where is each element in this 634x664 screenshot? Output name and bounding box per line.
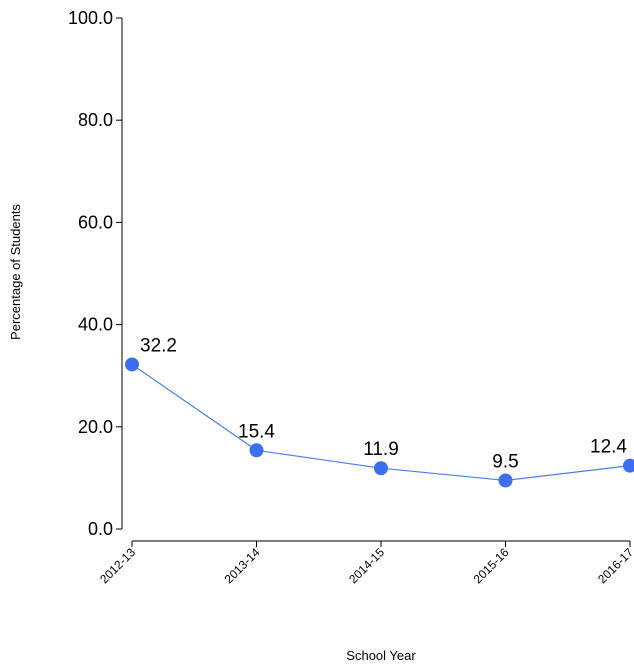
y-tick-label: 80.0 — [78, 110, 113, 130]
data-labels: 32.2 15.4 11.9 9.5 12.4 — [140, 335, 627, 472]
x-tick-label: 2015-16 — [471, 545, 512, 586]
x-tick-label: 2012-13 — [97, 545, 138, 586]
x-axis-title: School Year — [346, 648, 416, 663]
series-line — [125, 357, 634, 487]
data-label: 11.9 — [363, 439, 399, 460]
data-point — [374, 461, 388, 475]
data-point — [125, 357, 139, 371]
x-tick-label: 2016-17 — [595, 545, 634, 586]
data-label: 32.2 — [140, 335, 177, 356]
y-axis: 0.0 20.0 40.0 60.0 80.0 100.0 — [68, 8, 122, 539]
y-tick-label: 40.0 — [78, 315, 113, 335]
data-point — [499, 473, 513, 487]
y-tick-label: 0.0 — [88, 519, 113, 539]
y-tick-label: 20.0 — [78, 417, 113, 437]
x-axis: 2012-13 2013-14 2014-15 2015-16 2016-17 — [97, 541, 634, 586]
data-point — [623, 459, 634, 473]
x-tick-label: 2013-14 — [222, 545, 263, 586]
data-label: 9.5 — [492, 451, 518, 472]
x-tick-label: 2014-15 — [346, 545, 387, 586]
y-axis-title: Percentage of Students — [8, 204, 23, 340]
y-tick-label: 60.0 — [78, 212, 113, 232]
data-point — [250, 443, 264, 457]
y-tick-label: 100.0 — [68, 8, 113, 28]
data-label: 15.4 — [238, 421, 275, 442]
data-label: 12.4 — [590, 437, 627, 458]
